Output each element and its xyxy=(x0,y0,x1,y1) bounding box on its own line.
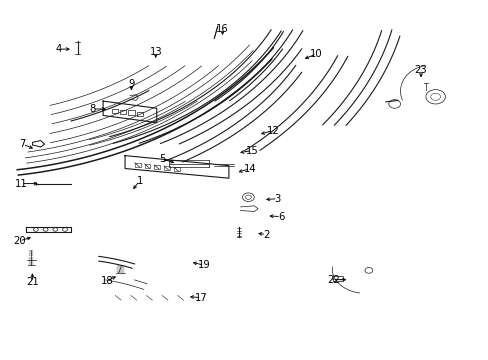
Bar xyxy=(144,164,150,168)
Text: 1: 1 xyxy=(136,176,142,186)
Bar xyxy=(128,111,135,115)
Bar xyxy=(163,166,169,170)
Text: 21: 21 xyxy=(26,277,39,287)
Text: 16: 16 xyxy=(216,24,228,34)
Text: 3: 3 xyxy=(274,194,280,204)
Text: 7: 7 xyxy=(20,139,26,149)
Text: 2: 2 xyxy=(263,230,269,239)
Polygon shape xyxy=(32,140,44,147)
Text: 6: 6 xyxy=(277,212,284,221)
Text: 18: 18 xyxy=(101,276,113,286)
Text: 17: 17 xyxy=(195,293,207,303)
Text: 9: 9 xyxy=(128,79,134,89)
Bar xyxy=(154,165,160,169)
Bar xyxy=(135,163,141,167)
Text: 22: 22 xyxy=(326,275,339,285)
Text: 4: 4 xyxy=(55,44,61,54)
Text: 12: 12 xyxy=(266,126,279,135)
Text: 15: 15 xyxy=(245,145,258,156)
Text: 10: 10 xyxy=(310,49,322,59)
Text: 5: 5 xyxy=(159,154,165,164)
Text: 23: 23 xyxy=(414,64,427,75)
Bar xyxy=(332,276,342,281)
Bar xyxy=(120,110,126,114)
Text: 20: 20 xyxy=(13,236,25,246)
Text: 19: 19 xyxy=(198,260,210,270)
Bar xyxy=(173,167,179,171)
Text: 13: 13 xyxy=(149,46,162,57)
Bar xyxy=(137,112,143,116)
Text: 8: 8 xyxy=(89,104,95,114)
Text: 11: 11 xyxy=(15,179,27,189)
Bar xyxy=(112,109,118,113)
Text: 14: 14 xyxy=(244,163,256,174)
